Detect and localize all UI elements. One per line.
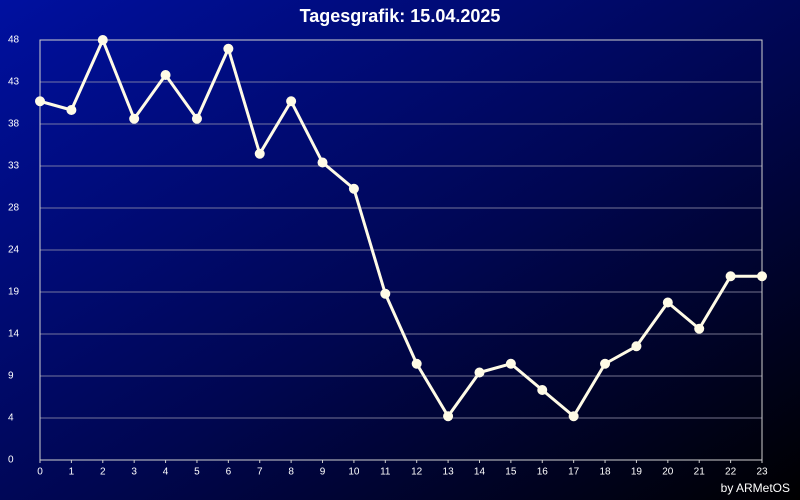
y-tick-label: 28: [8, 203, 20, 214]
point: [662, 297, 673, 308]
point: [286, 96, 297, 107]
y-tick-label: 4: [8, 413, 14, 424]
y-tick-label: 0: [8, 455, 14, 466]
line: [39, 38, 762, 418]
point: [160, 70, 171, 80]
x-tick-label: 3: [131, 467, 137, 478]
point: [411, 358, 422, 369]
x-tick-label: 11: [380, 467, 391, 478]
x-tick-label: 20: [662, 467, 674, 478]
x-tick-label: 0: [37, 467, 43, 478]
x-tick-label: 9: [320, 467, 326, 478]
x-tick-label: 1: [69, 467, 75, 478]
point: [568, 411, 579, 422]
point: [443, 411, 454, 422]
point: [223, 43, 234, 54]
x-tick-label: 6: [226, 467, 232, 478]
chart-title: Tagesgrafik: 15.04.2025: [300, 6, 501, 26]
y-tick-label: 9: [8, 371, 14, 382]
point: [380, 288, 391, 299]
point: [505, 358, 516, 369]
point: [35, 96, 45, 107]
point: [66, 105, 77, 115]
point: [631, 341, 642, 352]
x-tick-label: 18: [599, 467, 611, 478]
x-tick-label: 2: [100, 467, 106, 478]
x-tick-label: 23: [756, 467, 768, 478]
y-tick-label: 14: [8, 329, 20, 340]
x-tick-label: 12: [411, 467, 423, 478]
x-tick-label: 8: [288, 467, 294, 478]
point: [694, 323, 705, 334]
x-tick-label: 14: [474, 467, 486, 478]
x-tick-label: 4: [163, 467, 169, 478]
y-tick-label: 24: [8, 245, 20, 256]
point: [317, 157, 328, 168]
y-tick-label: 19: [8, 287, 20, 298]
x-tick-label: 16: [537, 467, 549, 478]
x-tick-label: 7: [257, 467, 263, 478]
footer: by ARMetOS: [721, 481, 790, 495]
y-tick-label: 43: [8, 77, 20, 88]
point: [191, 113, 202, 124]
x-tick-label: 22: [725, 467, 737, 478]
point: [97, 35, 108, 45]
point: [537, 385, 548, 395]
x-tick-label: 21: [694, 467, 706, 478]
point: [254, 148, 265, 159]
y-tick-label: 33: [8, 161, 20, 172]
point: [474, 367, 485, 378]
y-tick-label: 48: [8, 35, 20, 46]
plot-border: [39, 39, 763, 461]
x-tick-label: 19: [631, 467, 643, 478]
x-tick-label: 17: [568, 467, 580, 478]
x-tick-label: 10: [348, 467, 360, 478]
point: [129, 113, 140, 124]
point: [600, 358, 611, 369]
x-tick-label: 5: [194, 467, 200, 478]
point: [757, 271, 767, 282]
x-tick-label: 13: [443, 467, 455, 478]
x-tick-label: 15: [505, 467, 517, 478]
y-tick-label: 38: [8, 119, 20, 130]
point: [725, 271, 736, 282]
point: [348, 183, 359, 194]
